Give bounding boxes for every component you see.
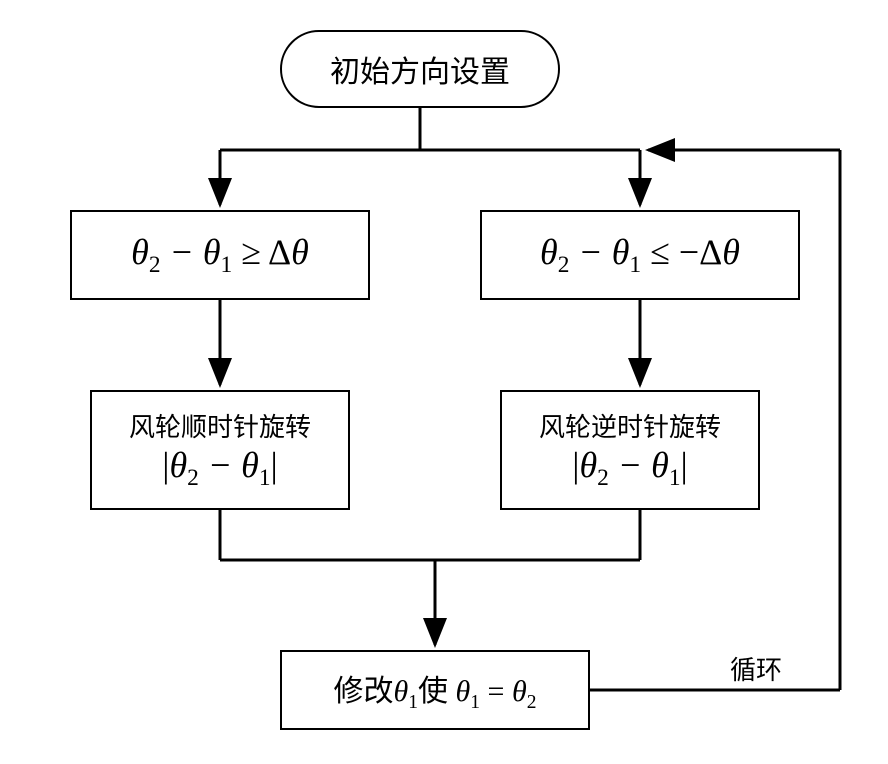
node-update: 修改θ1使 θ1 = θ2 <box>280 650 590 730</box>
act-right-expr: |θ2 − θ1| <box>572 444 688 492</box>
act-right-line1: 风轮逆时针旋转 <box>539 407 721 444</box>
node-cond-left: θ2 − θ1 ≥ Δθ <box>70 210 370 300</box>
cond-right-expr: θ2 − θ1 ≤ −Δθ <box>540 231 740 279</box>
loop-label: 循环 <box>730 650 782 687</box>
node-cond-right: θ2 − θ1 ≤ −Δθ <box>480 210 800 300</box>
flowchart-canvas: 初始方向设置 θ2 − θ1 ≥ Δθ θ2 − θ1 ≤ −Δθ 风轮顺时针旋… <box>0 0 888 764</box>
act-left-line1: 风轮顺时针旋转 <box>129 407 311 444</box>
update-expr: 修改θ1使 θ1 = θ2 <box>334 666 537 714</box>
node-act-right: 风轮逆时针旋转 |θ2 − θ1| <box>500 390 760 510</box>
start-label: 初始方向设置 <box>330 47 510 91</box>
act-left-expr: |θ2 − θ1| <box>162 444 278 492</box>
cond-left-expr: θ2 − θ1 ≥ Δθ <box>131 231 309 279</box>
node-act-left: 风轮顺时针旋转 |θ2 − θ1| <box>90 390 350 510</box>
node-start: 初始方向设置 <box>280 30 560 108</box>
